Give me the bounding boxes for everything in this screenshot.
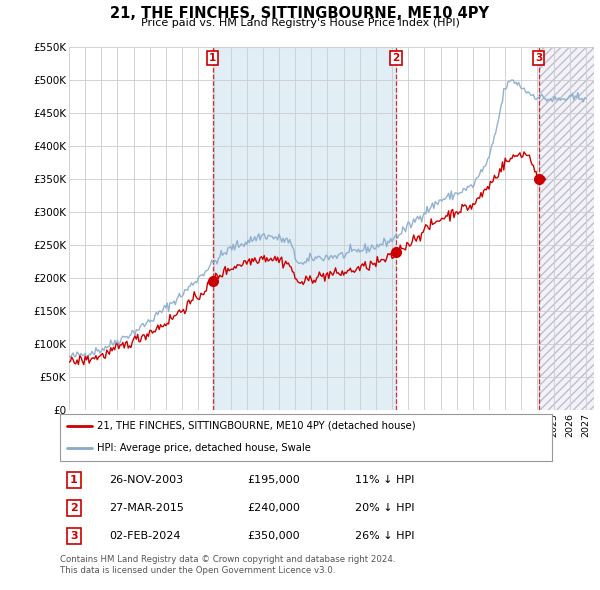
Text: Contains HM Land Registry data © Crown copyright and database right 2024.: Contains HM Land Registry data © Crown c…: [60, 555, 395, 563]
Text: 1: 1: [209, 53, 217, 63]
Text: £350,000: £350,000: [247, 531, 299, 541]
Text: 26% ↓ HPI: 26% ↓ HPI: [355, 531, 415, 541]
Text: This data is licensed under the Open Government Licence v3.0.: This data is licensed under the Open Gov…: [60, 566, 335, 575]
Text: £195,000: £195,000: [247, 475, 300, 485]
Text: 2: 2: [70, 503, 77, 513]
Text: Price paid vs. HM Land Registry's House Price Index (HPI): Price paid vs. HM Land Registry's House …: [140, 18, 460, 28]
Text: 3: 3: [70, 531, 77, 541]
Text: 3: 3: [535, 53, 542, 63]
Text: 27-MAR-2015: 27-MAR-2015: [109, 503, 184, 513]
Bar: [213, 47, 396, 410]
Text: HPI: Average price, detached house, Swale: HPI: Average price, detached house, Swal…: [97, 443, 311, 453]
Bar: [539, 47, 594, 410]
Text: £240,000: £240,000: [247, 503, 300, 513]
Text: 21, THE FINCHES, SITTINGBOURNE, ME10 4PY (detached house): 21, THE FINCHES, SITTINGBOURNE, ME10 4PY…: [97, 421, 416, 431]
Text: 1: 1: [70, 475, 77, 485]
Text: 21, THE FINCHES, SITTINGBOURNE, ME10 4PY: 21, THE FINCHES, SITTINGBOURNE, ME10 4PY: [110, 6, 490, 21]
Text: 20% ↓ HPI: 20% ↓ HPI: [355, 503, 415, 513]
Text: 11% ↓ HPI: 11% ↓ HPI: [355, 475, 415, 485]
Bar: [539, 47, 594, 410]
Text: 26-NOV-2003: 26-NOV-2003: [109, 475, 184, 485]
Text: 02-FEB-2024: 02-FEB-2024: [109, 531, 181, 541]
Text: 2: 2: [392, 53, 400, 63]
